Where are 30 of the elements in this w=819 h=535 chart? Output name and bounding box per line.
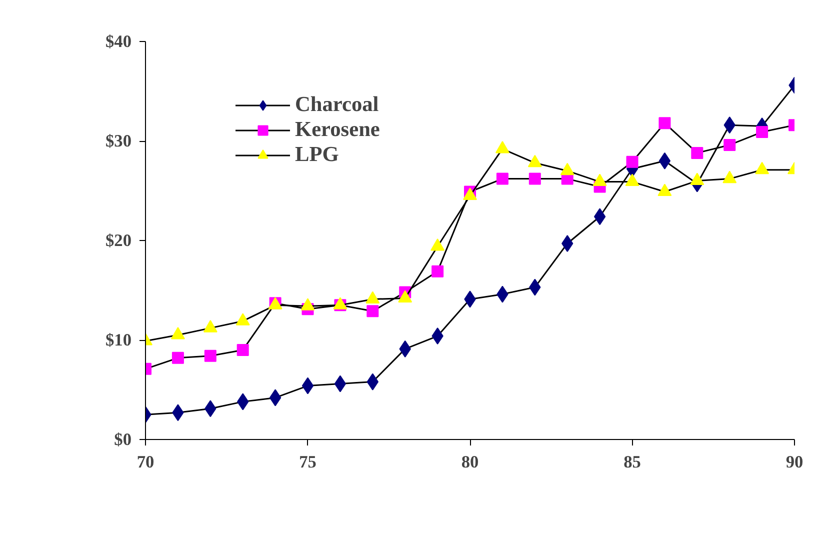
point [432, 265, 444, 278]
point [204, 350, 216, 362]
legend-label: Charcoal [295, 92, 379, 117]
point [496, 172, 508, 185]
point [658, 117, 671, 130]
point [302, 377, 314, 394]
point [366, 305, 379, 318]
x-tick-label: 80 [461, 452, 479, 472]
point [724, 138, 736, 151]
y-tick-label: $20 [106, 231, 132, 250]
x-tick-label: 90 [786, 452, 804, 472]
point [269, 389, 282, 406]
point [236, 344, 249, 356]
x-tick-label: 85 [624, 452, 642, 472]
legend-label: LPG [295, 142, 339, 167]
y-tick-label: $0 [114, 430, 132, 449]
point [528, 172, 541, 185]
point [334, 375, 346, 392]
point [594, 208, 606, 226]
y-tick-label: $10 [106, 330, 132, 350]
y-tick-label: $40 [106, 32, 132, 51]
point [626, 156, 638, 168]
x-tick-label: 75 [299, 452, 317, 472]
legend-label: Kerosene [295, 117, 380, 142]
x-tick-label: 70 [136, 452, 154, 472]
point [691, 146, 704, 159]
point [756, 126, 768, 138]
point [172, 352, 184, 364]
y-tick-label: $30 [106, 132, 132, 150]
point [658, 152, 671, 170]
